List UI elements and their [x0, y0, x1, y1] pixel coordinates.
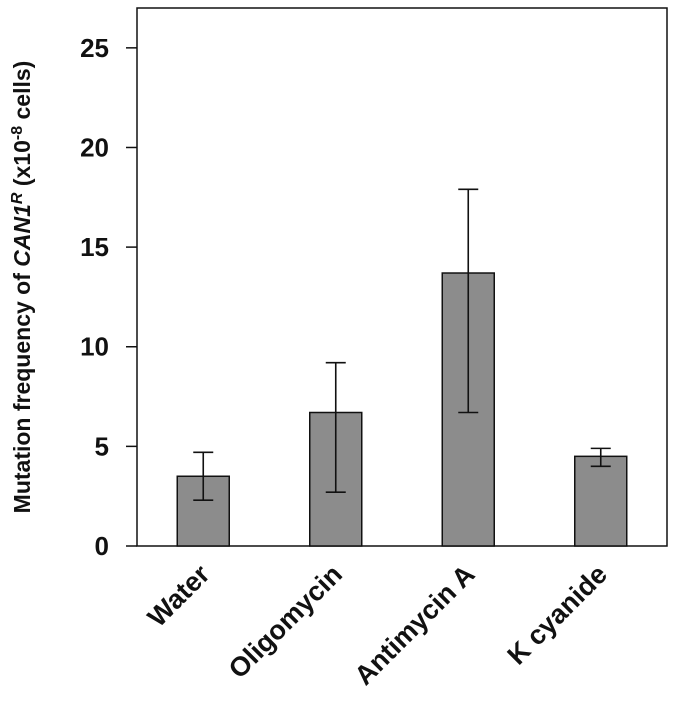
ylabel-exponent: -8	[9, 126, 26, 140]
x-tick-label: Water	[142, 559, 216, 633]
y-tick-label: 25	[80, 33, 109, 63]
y-axis-title: Mutation frequency of CAN1R (x10-8 cells…	[9, 61, 36, 514]
ylabel-suffix: cells)	[9, 61, 35, 126]
bar-k-cyanide	[574, 455, 628, 547]
y-tick-label: 10	[80, 332, 109, 362]
ylabel-gene-sup: R	[9, 192, 26, 204]
axes	[136, 7, 668, 547]
plot-frame	[136, 7, 668, 547]
y-tick-label: 15	[80, 232, 109, 262]
y-tick-label: 0	[95, 531, 109, 561]
ylabel-middle: (x10	[9, 140, 35, 192]
ylabel-gene: CAN1	[9, 204, 35, 267]
ylabel-prefix: Mutation frequency of	[9, 267, 35, 514]
y-ticks: 0 5 10 15 20 25	[80, 33, 137, 561]
x-tick-label: K cyanide	[502, 559, 613, 670]
y-axis-label: Mutation frequency of CAN1R (x10-8 cells…	[9, 61, 36, 514]
bars	[176, 272, 628, 547]
error-bars	[193, 188, 611, 501]
y-tick-label: 20	[80, 132, 109, 162]
y-tick-label: 5	[95, 431, 109, 461]
x-tick-label: Antimycin A	[349, 559, 481, 691]
x-tick-label: Oligomycin	[223, 559, 348, 684]
